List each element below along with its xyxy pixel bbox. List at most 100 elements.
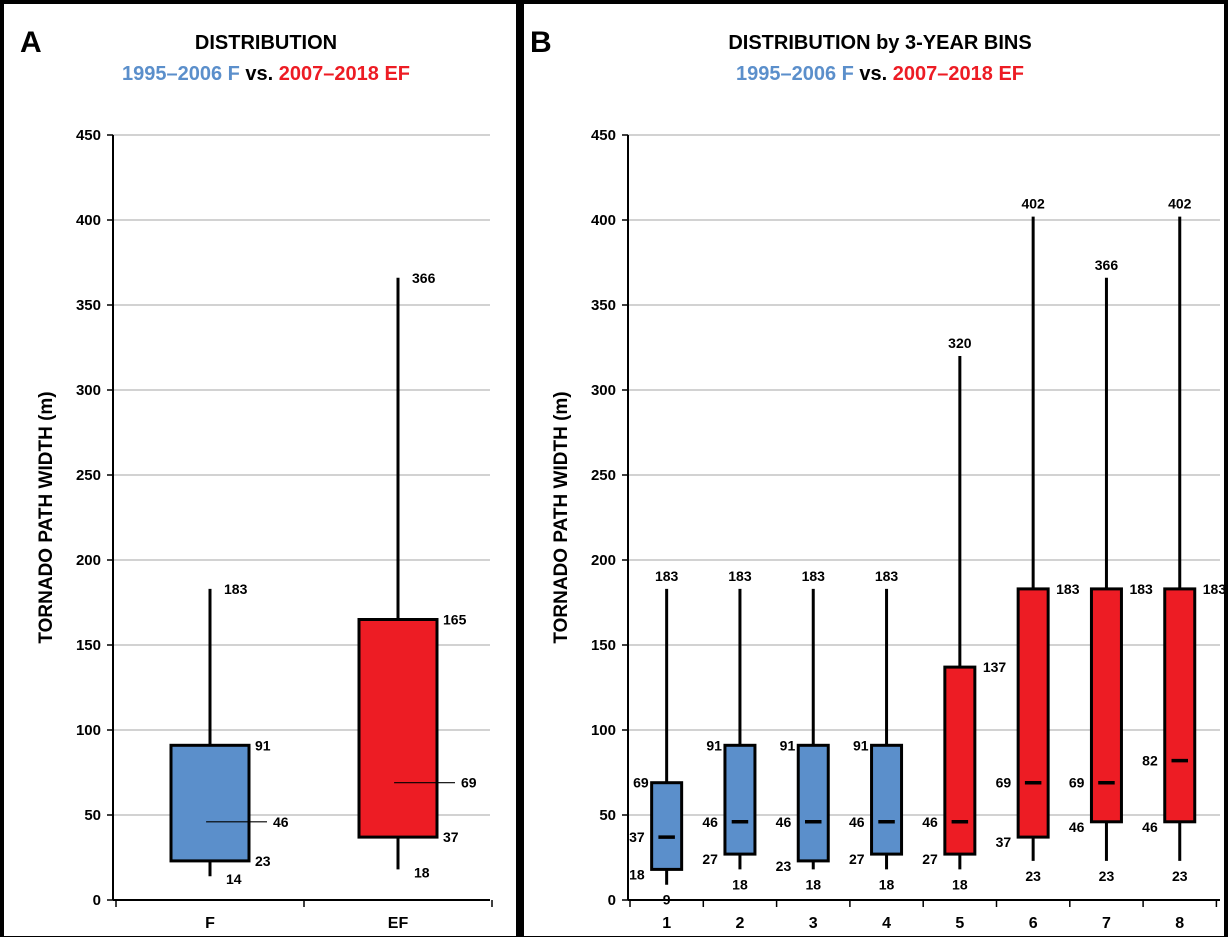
panel-a-label-min: 14 bbox=[226, 871, 242, 887]
panel-b-label-max: 366 bbox=[1095, 257, 1119, 273]
panel-a-y-tick-label: 300 bbox=[76, 382, 101, 399]
panel-b-label-median: 46 bbox=[849, 814, 865, 830]
panel-b-label-q3: 183 bbox=[1129, 581, 1153, 597]
panel-a-label-median: 69 bbox=[461, 775, 477, 791]
panel-a-label-max: 183 bbox=[224, 581, 248, 597]
panel-a-label-q3: 91 bbox=[255, 737, 271, 753]
panel-a-y-tick-label: 400 bbox=[76, 212, 101, 229]
panel-b-label-q1: 23 bbox=[776, 858, 792, 874]
panel-b-label-max: 183 bbox=[875, 568, 899, 584]
panel-a-label-median: 46 bbox=[273, 814, 289, 830]
panel-a-label-q1: 23 bbox=[255, 853, 271, 869]
panel-b-label-min: 23 bbox=[1025, 868, 1041, 884]
panel-b-label-q1: 27 bbox=[922, 851, 938, 867]
panel-b-label-q3: 183 bbox=[1203, 581, 1227, 597]
panel-a-y-tick-label: 150 bbox=[76, 637, 101, 654]
panel-b-title: DISTRIBUTION by 3-YEAR BINS bbox=[728, 32, 1031, 54]
panel-b-label-q1: 18 bbox=[629, 866, 645, 882]
panel-b-label-median: 46 bbox=[702, 814, 718, 830]
panel-b-label-q3: 183 bbox=[1056, 581, 1080, 597]
panel-b-label-q1: 46 bbox=[1142, 819, 1158, 835]
panel-a-subtitle: 1995–2006 F vs. 2007–2018 EF bbox=[122, 63, 410, 85]
panel-a-x-tick-label: F bbox=[205, 915, 215, 932]
panel-b-label-min: 23 bbox=[1099, 868, 1115, 884]
panel-a-y-axis-label: TORNADO PATH WIDTH (m) bbox=[36, 391, 57, 643]
panel-b-label-max: 320 bbox=[948, 335, 972, 351]
panel-a-x-tick-label: EF bbox=[388, 915, 409, 932]
panel-b-label-median: 69 bbox=[996, 775, 1012, 791]
panel-a-box-F bbox=[169, 743, 251, 863]
panel-a-label-q3: 165 bbox=[443, 612, 467, 628]
plot-panel-b: 0 50 100 150 200 250 300 350 400 450 TORNADO PATH … bbox=[551, 127, 1226, 932]
panel-b-label-median: 69 bbox=[1069, 775, 1085, 791]
panel-b-y-tick-label: 300 bbox=[591, 382, 616, 399]
panel-b-x-tick-label: 6 bbox=[1029, 915, 1038, 932]
panel-b-label-min: 23 bbox=[1172, 868, 1188, 884]
panel-b-box-5 bbox=[943, 665, 977, 856]
panel-a-title: DISTRIBUTION bbox=[195, 32, 337, 54]
panel-b-y-axis-label: TORNADO PATH WIDTH (m) bbox=[551, 391, 572, 643]
panel-a-y-tick-label: 100 bbox=[76, 722, 101, 739]
panel-a-y-tick-label: 50 bbox=[84, 807, 101, 824]
panel-b-label-min: 18 bbox=[879, 876, 895, 892]
panel-b-y-tick-label: 450 bbox=[591, 127, 616, 144]
panel-b-x-tick-label: 3 bbox=[809, 915, 818, 932]
panel-a-subtitle-f: 1995–2006 F bbox=[122, 63, 240, 85]
panel-b-label-min: 18 bbox=[732, 876, 748, 892]
plot-panel-a: 0 50 100 150 200 250 300 350 400 450 TORNADO PATH … bbox=[36, 127, 493, 932]
panel-a-subtitle-vs: vs. bbox=[240, 63, 279, 85]
panel-b-box-7 bbox=[1089, 587, 1123, 824]
panel-b-y-tick-label: 50 bbox=[599, 807, 616, 824]
panel-b-label-median: 46 bbox=[776, 814, 792, 830]
panel-a-y-tick-label: 250 bbox=[76, 467, 101, 484]
panel-b-letter: B bbox=[530, 26, 552, 59]
panel-a-label-min: 18 bbox=[414, 864, 430, 880]
panel-b-label-median: 37 bbox=[629, 829, 645, 845]
panel-b-subtitle: 1995–2006 F vs. 2007–2018 EF bbox=[736, 63, 1024, 85]
panel-a-y-tick-label: 450 bbox=[76, 127, 101, 144]
panel-b-label-median: 82 bbox=[1142, 753, 1158, 769]
panel-b-y-tick-label: 350 bbox=[591, 297, 616, 314]
panel-b-label-max: 402 bbox=[1021, 196, 1045, 212]
panel-b-frame bbox=[520, 0, 1228, 937]
panel-b-y-tick-label: 400 bbox=[591, 212, 616, 229]
panel-b-x-tick-label: 2 bbox=[735, 915, 744, 932]
panel-b-label-q3: 91 bbox=[780, 737, 796, 753]
panel-b-y-tick-label: 200 bbox=[591, 552, 616, 569]
panel-b-box-4 bbox=[870, 743, 904, 856]
panel-b-y-tick-label: 150 bbox=[591, 637, 616, 654]
panel-a-box-EF bbox=[357, 618, 439, 839]
panel-b-label-median: 46 bbox=[922, 814, 938, 830]
panel-b-label-min: 18 bbox=[952, 876, 968, 892]
panel-b-y-tick-label: 0 bbox=[608, 892, 616, 909]
panel-b-label-min: 18 bbox=[805, 876, 821, 892]
panel-b-x-tick-label: 4 bbox=[882, 915, 891, 932]
panel-b-label-max: 183 bbox=[728, 568, 752, 584]
panel-a-label-max: 366 bbox=[412, 270, 436, 286]
panel-b-label-max: 183 bbox=[655, 568, 679, 584]
panel-b-label-max: 402 bbox=[1168, 196, 1192, 212]
panel-b-label-q3: 91 bbox=[706, 737, 722, 753]
panel-b-x-tick-label: 8 bbox=[1175, 915, 1184, 932]
panel-b-label-min: 9 bbox=[663, 892, 671, 908]
panel-a-letter: A bbox=[20, 26, 42, 59]
panel-b-subtitle-ef: 2007–2018 EF bbox=[893, 63, 1024, 85]
panel-b-label-q1: 27 bbox=[702, 851, 718, 867]
panel-b-subtitle-f: 1995–2006 F bbox=[736, 63, 854, 85]
panel-b-label-q1: 46 bbox=[1069, 819, 1085, 835]
panel-b-label-q3: 137 bbox=[983, 659, 1007, 675]
panel-b-box-3 bbox=[796, 743, 830, 863]
panel-a-subtitle-ef: 2007–2018 EF bbox=[279, 63, 410, 85]
panel-b-y-tick-label: 100 bbox=[591, 722, 616, 739]
panel-a-y-tick-label: 200 bbox=[76, 552, 101, 569]
panel-b-x-tick-label: 1 bbox=[662, 915, 671, 932]
panel-a-label-q1: 37 bbox=[443, 829, 459, 845]
panel-b-x-tick-label: 5 bbox=[955, 915, 964, 932]
panel-b-label-q1: 37 bbox=[996, 834, 1012, 850]
panel-b-x-tick-label: 7 bbox=[1102, 915, 1111, 932]
panel-b-label-q1: 27 bbox=[849, 851, 865, 867]
panel-b-y-tick-label: 250 bbox=[591, 467, 616, 484]
panel-a-y-tick-label: 0 bbox=[93, 892, 101, 909]
panel-b-box-1 bbox=[650, 781, 684, 871]
